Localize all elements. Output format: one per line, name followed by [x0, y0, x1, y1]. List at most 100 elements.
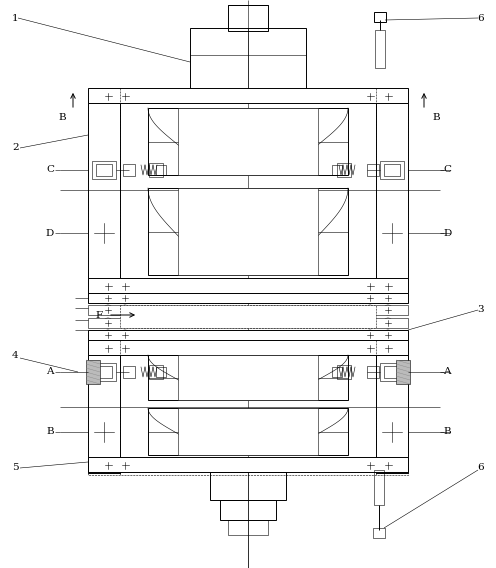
Text: D: D [443, 228, 451, 237]
Polygon shape [386, 296, 390, 300]
Text: D: D [46, 228, 54, 237]
Text: 4: 4 [12, 350, 19, 360]
Bar [337, 365, 351, 379]
Text: B: B [59, 114, 66, 123]
Text: B: B [46, 428, 54, 436]
Polygon shape [368, 345, 372, 350]
Bar [156, 367, 166, 377]
Polygon shape [106, 296, 110, 300]
Bar [396, 360, 410, 384]
Bar [149, 163, 163, 177]
Bar [178, 355, 318, 400]
Bar [86, 360, 100, 384]
Bar [337, 163, 351, 177]
Bar [148, 408, 348, 455]
Text: 1: 1 [12, 14, 19, 23]
Polygon shape [385, 462, 390, 467]
Bar [88, 278, 408, 293]
Polygon shape [386, 333, 390, 337]
Polygon shape [385, 94, 390, 98]
Polygon shape [123, 462, 127, 467]
Bar [88, 340, 408, 355]
Polygon shape [106, 345, 111, 350]
Bar [178, 108, 318, 175]
Text: 6: 6 [477, 463, 484, 473]
Text: A: A [443, 367, 450, 377]
Text: C: C [46, 165, 54, 174]
Bar [332, 165, 342, 175]
Bar [148, 188, 348, 275]
Polygon shape [106, 462, 111, 467]
Text: 6: 6 [477, 14, 484, 23]
Bar [220, 500, 276, 520]
Bar [92, 161, 116, 179]
Polygon shape [368, 308, 372, 312]
Bar [88, 100, 408, 295]
Bar [210, 472, 286, 500]
Polygon shape [123, 308, 127, 312]
Bar [88, 457, 408, 472]
Polygon shape [386, 321, 390, 325]
Polygon shape [123, 321, 127, 325]
Bar [376, 355, 408, 473]
Bar [92, 363, 116, 381]
Polygon shape [386, 308, 390, 312]
Bar [88, 293, 408, 303]
Polygon shape [106, 283, 111, 289]
Polygon shape [368, 94, 372, 98]
Text: A: A [47, 367, 54, 377]
Bar [88, 318, 408, 328]
Bar [178, 408, 318, 455]
Bar [374, 470, 384, 505]
Bar [123, 164, 135, 176]
Bar [384, 366, 400, 378]
Bar [96, 164, 112, 176]
Bar [88, 305, 408, 315]
Text: B: B [432, 114, 439, 123]
Polygon shape [368, 462, 372, 467]
Polygon shape [368, 283, 372, 289]
Text: 5: 5 [12, 463, 19, 473]
Bar [228, 5, 268, 31]
Text: F: F [96, 311, 103, 319]
Polygon shape [385, 345, 390, 350]
Polygon shape [106, 94, 111, 98]
Bar [375, 30, 385, 68]
Bar [228, 520, 268, 535]
Polygon shape [123, 296, 127, 300]
Polygon shape [385, 283, 390, 289]
Bar [376, 103, 408, 290]
Bar [88, 103, 120, 290]
Polygon shape [123, 345, 127, 350]
Polygon shape [368, 296, 372, 300]
Bar [156, 165, 166, 175]
Polygon shape [368, 321, 372, 325]
Bar [88, 355, 120, 473]
Bar [332, 367, 342, 377]
Bar [88, 330, 408, 340]
Bar [178, 188, 318, 275]
Polygon shape [123, 94, 127, 98]
Bar [380, 363, 404, 381]
Text: B: B [443, 428, 451, 436]
Bar [149, 365, 163, 379]
Bar [148, 108, 348, 175]
Polygon shape [123, 283, 127, 289]
Bar [123, 366, 135, 378]
Text: 3: 3 [477, 306, 484, 315]
Bar [373, 528, 385, 538]
Bar [88, 88, 408, 103]
Bar [380, 161, 404, 179]
Polygon shape [106, 321, 110, 325]
Bar [96, 366, 112, 378]
Bar [120, 305, 376, 328]
Bar [374, 12, 386, 22]
Bar [88, 335, 408, 475]
Bar [367, 366, 379, 378]
Bar [190, 28, 306, 90]
Text: 2: 2 [12, 144, 19, 152]
Bar [367, 164, 379, 176]
Bar [384, 164, 400, 176]
Polygon shape [106, 308, 110, 312]
Polygon shape [123, 333, 127, 337]
